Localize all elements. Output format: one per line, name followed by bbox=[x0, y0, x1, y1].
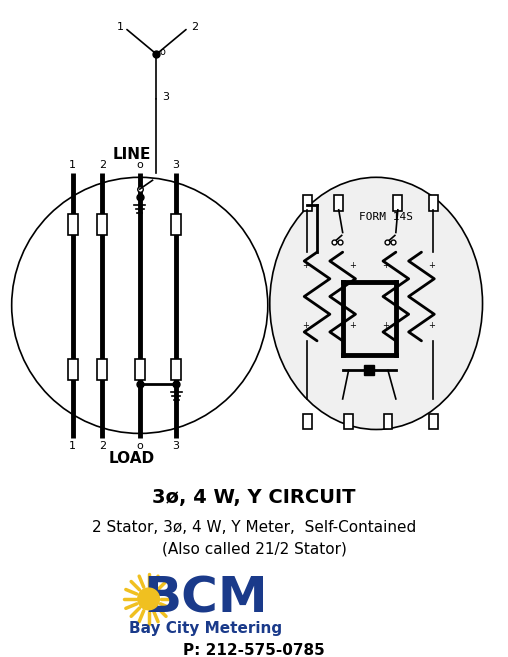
Text: 3: 3 bbox=[162, 91, 169, 102]
Text: +: + bbox=[383, 321, 390, 330]
Bar bbox=[429, 195, 438, 211]
Text: BCM: BCM bbox=[143, 575, 268, 623]
Bar bbox=[344, 414, 353, 430]
Text: 2 Stator, 3ø, 4 W, Y Meter,  Self-Contained: 2 Stator, 3ø, 4 W, Y Meter, Self-Contain… bbox=[92, 520, 416, 535]
Bar bbox=[98, 359, 107, 380]
Text: 1: 1 bbox=[69, 442, 76, 451]
Text: 2: 2 bbox=[99, 442, 106, 451]
Bar bbox=[68, 359, 78, 380]
Text: +: + bbox=[349, 321, 356, 330]
Bar bbox=[429, 414, 438, 430]
Circle shape bbox=[138, 588, 160, 610]
Text: +: + bbox=[428, 261, 435, 271]
Text: 1: 1 bbox=[69, 160, 76, 171]
Text: +: + bbox=[302, 261, 309, 271]
Text: o: o bbox=[160, 47, 165, 57]
Text: 2: 2 bbox=[99, 160, 106, 171]
Text: (Also called 21/2 Stator): (Also called 21/2 Stator) bbox=[162, 541, 346, 556]
Text: P: 212-575-0785: P: 212-575-0785 bbox=[183, 643, 325, 657]
Text: LOAD: LOAD bbox=[109, 451, 155, 466]
Bar bbox=[384, 414, 392, 430]
Text: +: + bbox=[383, 261, 390, 271]
Bar bbox=[303, 195, 311, 211]
Text: +: + bbox=[349, 261, 356, 271]
Text: 1: 1 bbox=[116, 22, 123, 32]
Text: 3ø, 4 W, Y CIRCUIT: 3ø, 4 W, Y CIRCUIT bbox=[152, 488, 356, 507]
Bar bbox=[171, 214, 181, 235]
Bar bbox=[393, 195, 402, 211]
Text: 3: 3 bbox=[173, 442, 180, 451]
Text: LINE: LINE bbox=[113, 147, 151, 162]
Text: 2: 2 bbox=[192, 22, 199, 32]
Bar bbox=[68, 214, 78, 235]
Text: Bay City Metering: Bay City Metering bbox=[129, 621, 282, 636]
Text: FORM 14S: FORM 14S bbox=[359, 212, 413, 221]
Bar bbox=[135, 359, 145, 380]
Bar bbox=[303, 414, 311, 430]
Bar bbox=[171, 359, 181, 380]
Text: +: + bbox=[302, 321, 309, 330]
Bar bbox=[334, 195, 343, 211]
Text: 3: 3 bbox=[173, 160, 180, 171]
Bar bbox=[98, 214, 107, 235]
Text: o: o bbox=[136, 160, 143, 171]
Text: +: + bbox=[428, 321, 435, 330]
Text: o: o bbox=[136, 442, 143, 451]
Ellipse shape bbox=[270, 177, 483, 430]
